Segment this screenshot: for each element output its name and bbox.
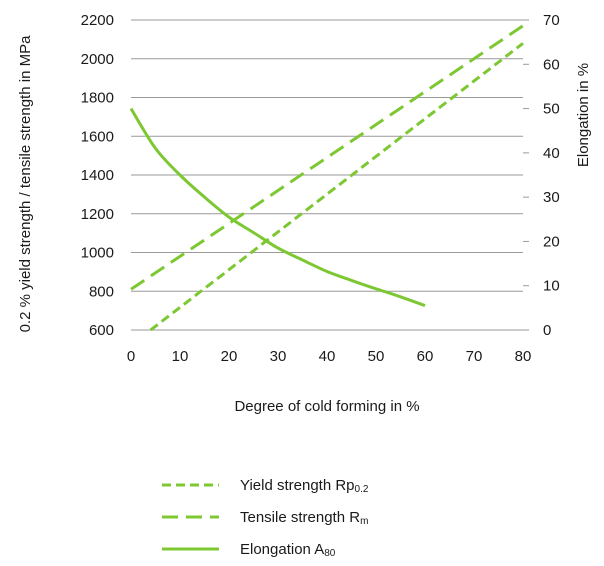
x-tick-label: 20 [221, 348, 238, 365]
x-axis-title: Degree of cold forming in % [234, 398, 419, 415]
y-axis-ticks: 600 800 1000 1200 1400 1600 1800 2000 2200 [81, 12, 114, 339]
y2-tick-label: 60 [543, 56, 560, 73]
legend: Yield strength Rp0.2 Tensile strength Rm E… [162, 477, 369, 559]
y-tick-label: 1200 [81, 206, 114, 223]
y-tick-label: 1800 [81, 90, 114, 107]
y-tick-label: 1000 [81, 245, 114, 262]
y-axis-title: 0.2 % yield strength / tensile strength … [17, 35, 34, 332]
y2-tick-label: 20 [543, 233, 560, 250]
legend-label: Tensile strength Rm [240, 509, 368, 527]
y2-tick-label: 40 [543, 145, 560, 162]
x-tick-label: 60 [417, 348, 434, 365]
y-tick-label: 800 [89, 283, 114, 300]
y2-tick-label: 10 [543, 278, 560, 295]
y-tick-label: 2200 [81, 12, 114, 29]
y-tick-label: 600 [89, 322, 114, 339]
gridlines [131, 19, 523, 331]
y2-axis-title: Elongation in % [575, 63, 592, 167]
y2-tick-label: 70 [543, 12, 560, 29]
series-line-1 [149, 42, 524, 332]
y-tick-label: 1600 [81, 128, 114, 145]
legend-label: Yield strength Rp0.2 [240, 477, 369, 495]
x-tick-label: 80 [515, 348, 532, 365]
x-tick-label: 30 [270, 348, 287, 365]
y2-tick-label: 50 [543, 101, 560, 118]
x-tick-label: 10 [172, 348, 189, 365]
series-lines [129, 24, 524, 332]
legend-label: Elongation A80 [240, 541, 336, 559]
y2-axis-ticks: 0 10 20 30 40 50 60 70 [523, 12, 560, 339]
y-tick-label: 1400 [81, 167, 114, 184]
x-tick-label: 50 [368, 348, 385, 365]
series-line-3 [129, 107, 426, 308]
x-tick-label: 70 [466, 348, 483, 365]
series-line-2 [130, 24, 524, 291]
y2-tick-label: 0 [543, 322, 551, 339]
x-tick-label: 0 [127, 348, 135, 365]
x-axis-ticks: 0 10 20 30 40 50 60 70 80 [127, 348, 532, 365]
y-tick-label: 2000 [81, 51, 114, 68]
x-tick-label: 40 [319, 348, 336, 365]
y2-tick-label: 30 [543, 189, 560, 206]
